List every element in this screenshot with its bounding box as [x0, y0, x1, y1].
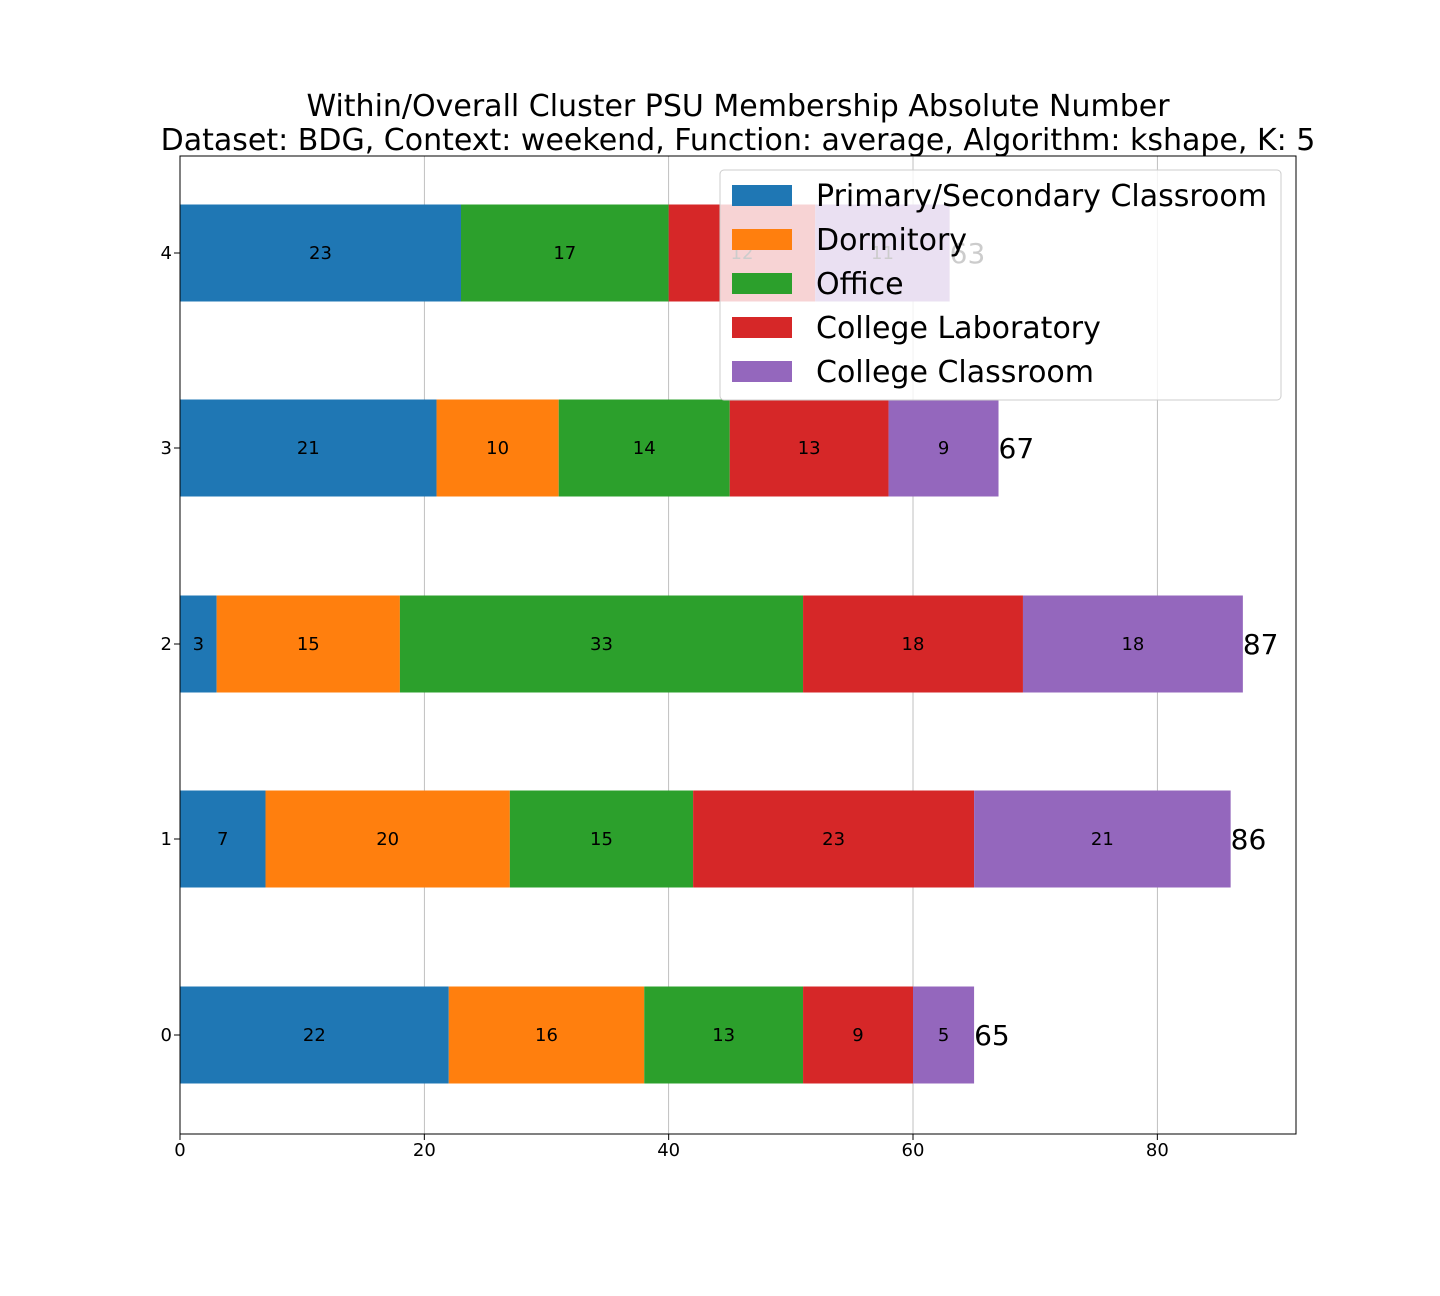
total-value-label: 65: [974, 1019, 1010, 1052]
x-tick-label: 80: [1146, 1140, 1169, 1161]
segment-value-label: 20: [376, 829, 399, 850]
legend-entry-label: Dormitory: [816, 223, 967, 258]
segment-value-label: 22: [303, 1025, 326, 1046]
legend-swatch: [732, 185, 792, 206]
y-tick-label: 0: [161, 1025, 172, 1046]
segment-value-label: 23: [822, 829, 845, 850]
legend-swatch: [732, 317, 792, 338]
legend-entry-label: Office: [816, 267, 904, 302]
segment-value-label: 13: [712, 1025, 735, 1046]
bar-segment: [913, 986, 975, 1084]
segment-value-label: 10: [486, 438, 509, 459]
total-value-label: 67: [999, 432, 1035, 465]
legend-swatch: [732, 361, 792, 382]
x-tick-label: 60: [902, 1140, 925, 1161]
total-value-label: 86: [1231, 823, 1267, 856]
y-axis: 0 1 2 3 4: [161, 243, 180, 1046]
segment-value-label: 5: [938, 1025, 949, 1046]
bar-segment: [399, 595, 804, 693]
segment-value-label: 9: [852, 1025, 863, 1046]
bar-segment: [558, 399, 730, 497]
legend-entry-label: College Laboratory: [816, 311, 1101, 346]
bar-segment: [180, 790, 266, 888]
bar-segment: [460, 204, 669, 302]
plot-area-frame: [179, 155, 1297, 1135]
bar-segment: [974, 790, 1231, 888]
bar-segment: [180, 595, 217, 693]
segment-value-label: 18: [1121, 634, 1144, 655]
segment-value-label: 13: [798, 438, 821, 459]
chart-subtitle: Dataset: BDG, Context: weekend, Function…: [161, 123, 1316, 158]
segment-value-label: 21: [1091, 829, 1114, 850]
legend-entry-label: College Classroom: [816, 355, 1094, 390]
y-tick-label: 2: [161, 634, 172, 655]
x-axis: 0 20 40 60 80: [174, 1134, 1169, 1161]
segment-value-label: 7: [217, 829, 228, 850]
y-tick-label: 3: [161, 438, 172, 459]
bar-segment: [729, 399, 889, 497]
bar-segment: [803, 595, 1023, 693]
x-tick-label: 0: [174, 1140, 185, 1161]
bar-segment: [216, 595, 400, 693]
x-tick-label: 20: [413, 1140, 436, 1161]
segment-value-label: 15: [590, 829, 613, 850]
bar-segment: [644, 986, 804, 1084]
legend-swatch: [732, 273, 792, 294]
bar-segment: [180, 204, 461, 302]
bar-segment: [803, 986, 914, 1084]
x-tick-label: 40: [657, 1140, 680, 1161]
y-tick-label: 1: [161, 829, 172, 850]
segment-value-label: 33: [590, 634, 613, 655]
segment-value-label: 9: [938, 438, 949, 459]
bar-segment: [180, 986, 449, 1084]
chart-title: Within/Overall Cluster PSU Membership Ab…: [306, 89, 1170, 124]
segment-value-label: 16: [535, 1025, 558, 1046]
segment-value-label: 21: [297, 438, 320, 459]
y-tick-label: 4: [161, 243, 172, 264]
bar-segment: [180, 399, 437, 497]
segment-value-label: 23: [309, 243, 332, 264]
bar-segment: [1022, 595, 1243, 693]
segment-value-label: 3: [193, 634, 204, 655]
legend-entry-label: Primary/Secondary Classroom: [816, 179, 1267, 214]
segment-value-label: 18: [902, 634, 925, 655]
segment-value-label: 15: [297, 634, 320, 655]
bar-segment: [448, 986, 645, 1084]
segment-value-label: 14: [633, 438, 656, 459]
bar-segment: [888, 399, 999, 497]
legend-swatch: [732, 229, 792, 250]
bar-segment: [436, 399, 559, 497]
bar-segment: [509, 790, 694, 888]
segment-value-label: 17: [553, 243, 576, 264]
legend-box: [719, 169, 1282, 401]
legend: Primary/Secondary Classroom Dormitory Offi…: [719, 169, 1282, 401]
bar-segment: [693, 790, 975, 888]
bar-segment: [265, 790, 510, 888]
total-value-label: 87: [1243, 628, 1279, 661]
